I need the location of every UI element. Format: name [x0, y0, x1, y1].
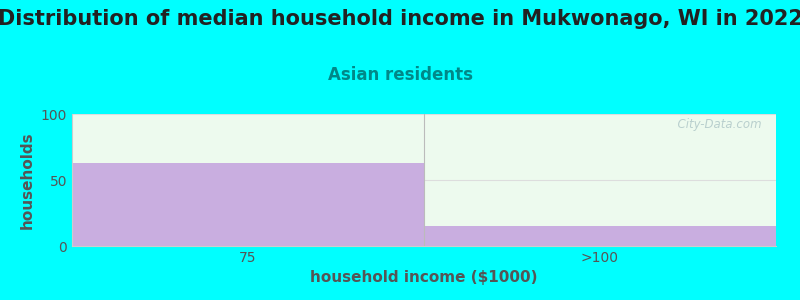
Text: City-Data.com: City-Data.com [670, 118, 762, 131]
Text: Distribution of median household income in Mukwonago, WI in 2022: Distribution of median household income … [0, 9, 800, 29]
Text: Asian residents: Asian residents [327, 66, 473, 84]
X-axis label: household income ($1000): household income ($1000) [310, 270, 538, 285]
Y-axis label: households: households [20, 131, 35, 229]
Bar [72, 163, 424, 246]
Bar [424, 226, 776, 246]
